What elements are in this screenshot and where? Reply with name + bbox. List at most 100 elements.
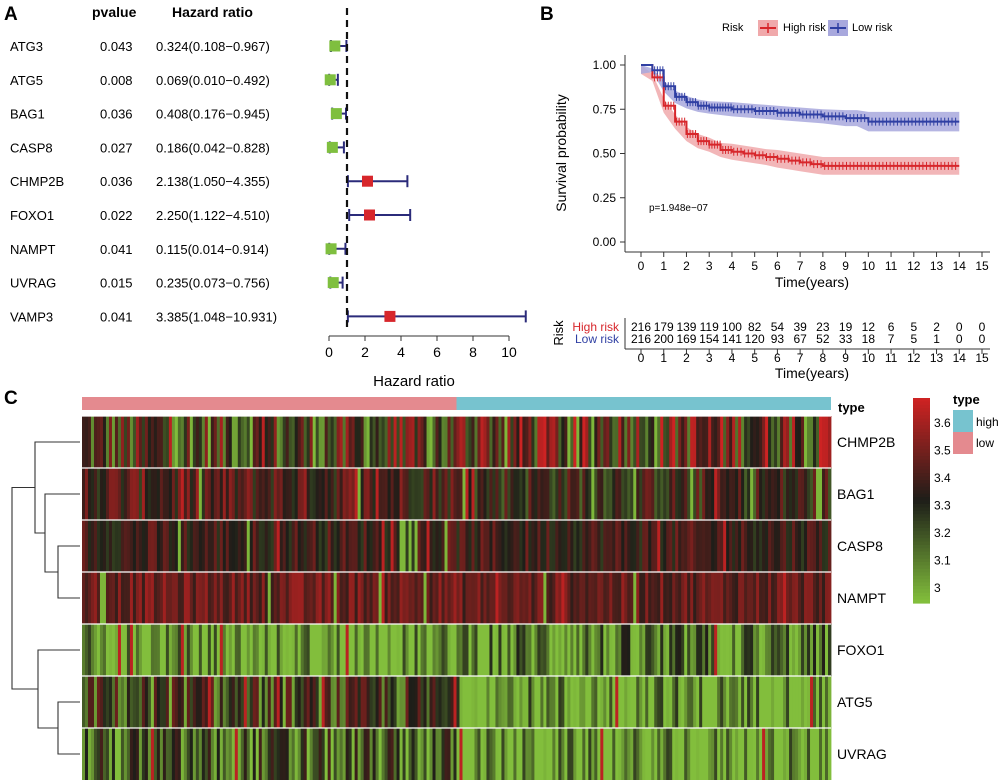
heatmap-cell [405, 468, 409, 520]
heatmap-cell [549, 572, 553, 624]
heatmap-cell [258, 728, 263, 780]
heatmap-cell [117, 624, 122, 676]
heatmap-cell [243, 468, 248, 520]
heatmap-cell [465, 624, 469, 676]
heatmap-cell [366, 416, 371, 468]
heatmap-cell [342, 416, 347, 468]
heatmap-cell [300, 676, 305, 728]
risk-count: 5 [910, 320, 917, 334]
heatmap-cell [393, 676, 397, 728]
heatmap-cell [345, 416, 350, 468]
heatmap-cell [183, 416, 188, 468]
heatmap-cell [720, 468, 724, 520]
heatmap-cell [441, 572, 445, 624]
heatmap-cell [105, 520, 110, 572]
heatmap-cell [594, 624, 598, 676]
heatmap-cell [777, 728, 781, 780]
pvalue-header: pvalue [92, 4, 137, 20]
heatmap-cell [804, 624, 808, 676]
heatmap-cell [327, 416, 332, 468]
heatmap-cell [504, 572, 508, 624]
heatmap-cell [258, 572, 263, 624]
heatmap-cell [741, 676, 745, 728]
scale-step [913, 582, 930, 587]
heatmap-cell [135, 728, 140, 780]
heatmap-cell [384, 728, 388, 780]
heatmap-cell [144, 416, 149, 468]
heatmap-cell [513, 676, 517, 728]
scale-step [913, 449, 930, 454]
heatmap-cell [513, 728, 517, 780]
hr-value: 0.235(0.073−0.756) [156, 276, 270, 291]
heatmap-cell [474, 572, 478, 624]
scale-step [913, 514, 930, 519]
heatmap-cell [144, 624, 149, 676]
heatmap-cell [315, 572, 320, 624]
heatmap-cell [573, 728, 577, 780]
heatmap-cell [687, 416, 691, 468]
heatmap-cell [82, 416, 86, 468]
heatmap-cell [459, 624, 463, 676]
heatmap-cell [141, 520, 146, 572]
heatmap-cell [474, 676, 478, 728]
heatmap-cell [558, 520, 562, 572]
heatmap-cell [405, 416, 409, 468]
heatmap-cell [99, 624, 104, 676]
scale-step [913, 562, 930, 567]
heatmap-cell [111, 572, 116, 624]
heatmap-cell [816, 624, 820, 676]
heatmap-cell [717, 416, 721, 468]
heatmap-cell [408, 520, 412, 572]
heatmap-cell [627, 520, 631, 572]
heatmap-cell [474, 468, 478, 520]
km-xtick-label: 10 [862, 259, 876, 273]
heatmap-cell [738, 468, 742, 520]
heatmap-cell [462, 520, 466, 572]
heatmap-cell [261, 728, 266, 780]
heatmap-cell [99, 468, 104, 520]
heatmap-cell [669, 468, 673, 520]
scale-tick-label: 3.3 [934, 499, 951, 513]
heatmap-cell [201, 416, 206, 468]
risk-row-label: High risk [572, 320, 620, 334]
heatmap-cell [507, 728, 511, 780]
heatmap-cell [600, 416, 604, 468]
heatmap-cell [114, 728, 119, 780]
heatmap-cell [363, 468, 368, 520]
heatmap-cell [267, 728, 272, 780]
heatmap-cell [156, 468, 161, 520]
heatmap-cell [231, 468, 236, 520]
heatmap-cell [645, 728, 649, 780]
heatmap-cell [555, 676, 559, 728]
heatmap-cell [135, 676, 140, 728]
risk-count: 200 [654, 332, 674, 346]
heatmap-cell [672, 468, 676, 520]
heatmap-cell [660, 624, 664, 676]
hr-value: 0.408(0.176−0.945) [156, 107, 270, 122]
heatmap-cell [753, 416, 757, 468]
heatmap-cell [585, 624, 589, 676]
heatmap-cell [750, 416, 754, 468]
heatmap-cell [474, 728, 478, 780]
heatmap-cell [795, 468, 799, 520]
heatmap-cell [702, 624, 706, 676]
heatmap-cell [294, 416, 299, 468]
heatmap-cell [396, 624, 400, 676]
heatmap-cell [630, 468, 634, 520]
heatmap-cell [777, 468, 781, 520]
scale-step [913, 534, 930, 539]
heatmap-cell [777, 520, 781, 572]
heatmap-cell [207, 416, 212, 468]
heatmap-cell [585, 468, 589, 520]
heatmap-cell [270, 676, 275, 728]
heatmap-cell [774, 572, 778, 624]
heatmap-cell [462, 728, 466, 780]
heatmap-cell [492, 468, 496, 520]
heatmap-cell [744, 624, 748, 676]
heatmap-cell [633, 572, 637, 624]
heatmap-cell [165, 624, 170, 676]
heatmap-cell [219, 728, 224, 780]
heatmap-cell [807, 676, 811, 728]
type-annotation-label: type [838, 400, 865, 415]
heatmap-cell [372, 416, 377, 468]
